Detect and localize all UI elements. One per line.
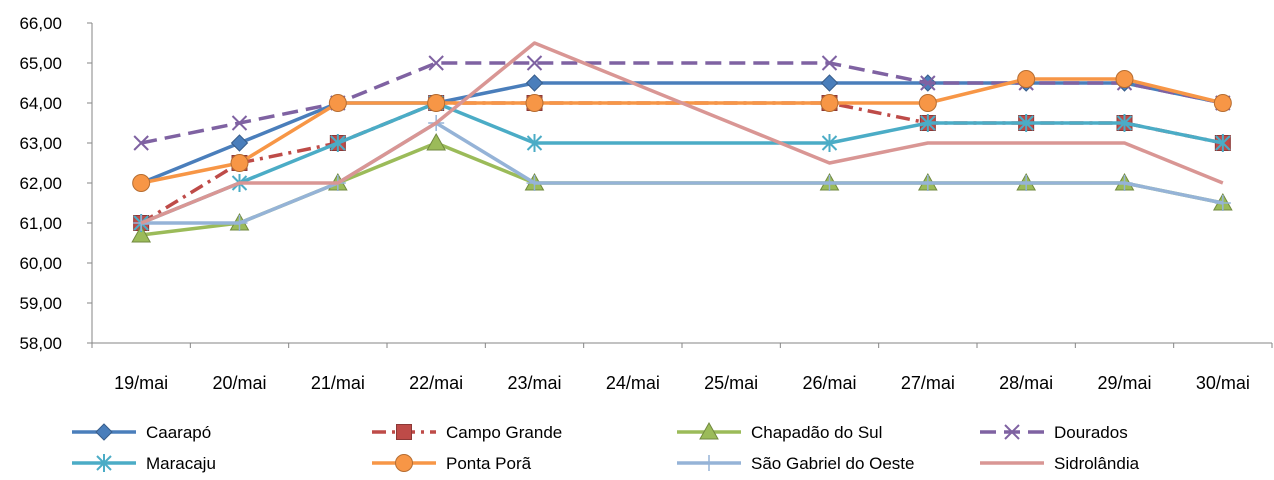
- legend-marker: [1004, 424, 1020, 440]
- data-point: [231, 115, 248, 131]
- data-point: [821, 134, 838, 152]
- x-tick-label: 23/mai: [507, 373, 561, 393]
- legend-item: Sidrolândia: [980, 454, 1140, 473]
- data-point: [526, 55, 543, 71]
- data-point: [1215, 134, 1231, 152]
- data-point: [132, 174, 151, 192]
- legend-marker: [96, 454, 112, 472]
- series-line: [140, 77, 1224, 185]
- data-point: [920, 114, 936, 132]
- x-tick-label: 19/mai: [114, 373, 168, 393]
- x-tick-label: 29/mai: [1097, 373, 1151, 393]
- data-point: [328, 94, 347, 112]
- series-line: [140, 41, 1224, 225]
- series-5: [132, 70, 1232, 192]
- x-tick-labels: 19/mai 20/mai 21/mai 22/mai 23/mai 24/mai 25/m…: [114, 373, 1250, 393]
- legend-item: Ponta Porã: [372, 454, 532, 473]
- series-line: [140, 81, 1224, 185]
- x-tick-label: 20/mai: [212, 373, 266, 393]
- legend-marker: [699, 421, 719, 440]
- y-tick-label: 58,00: [19, 334, 62, 353]
- legend-item: Caarapó: [72, 423, 211, 442]
- data-point: [133, 135, 149, 151]
- legend-label: Maracaju: [146, 454, 216, 473]
- x-tick-label: 27/mai: [901, 373, 955, 393]
- x-tick-label: 21/mai: [311, 373, 365, 393]
- legend-label: Sidrolândia: [1054, 454, 1140, 473]
- x-tick-label: 25/mai: [704, 373, 758, 393]
- x-tick-label: 28/mai: [999, 373, 1053, 393]
- data-point: [526, 175, 543, 191]
- series-line: [140, 101, 1224, 225]
- data-point: [1017, 70, 1036, 88]
- data-point: [525, 74, 544, 92]
- data-point: [1213, 94, 1232, 112]
- data-point: [230, 154, 249, 172]
- data-point: [426, 132, 447, 151]
- x-tick-label: 24/mai: [606, 373, 660, 393]
- y-tick-label: 64,00: [19, 94, 62, 113]
- legend-label: Campo Grande: [446, 423, 562, 442]
- axes: [87, 22, 1273, 348]
- legend-marker: [396, 424, 412, 440]
- data-point: [918, 94, 937, 112]
- data-point: [1116, 114, 1133, 132]
- series-0: [132, 74, 1232, 192]
- data-point: [1214, 195, 1231, 211]
- legend-label: Caarapó: [146, 423, 211, 442]
- data-point: [526, 134, 543, 152]
- series-6: [133, 115, 1231, 231]
- x-tick-label: 26/mai: [802, 373, 856, 393]
- data-point: [820, 94, 839, 112]
- data-point: [427, 94, 446, 112]
- series-line: [140, 61, 1224, 145]
- legend-label: São Gabriel do Oeste: [751, 454, 914, 473]
- data-point: [920, 75, 936, 91]
- legend-marker: [395, 454, 413, 472]
- legend-item: Campo Grande: [372, 423, 562, 442]
- data-point: [1115, 70, 1134, 88]
- series-1: [133, 95, 1231, 231]
- data-point: [821, 55, 838, 71]
- y-tick-label: 65,00: [19, 54, 62, 73]
- data-point: [919, 175, 936, 191]
- y-tick-label: 63,00: [19, 134, 62, 153]
- data-point: [820, 74, 839, 92]
- data-point: [1018, 114, 1034, 132]
- legend-label: Chapadão do Sul: [751, 423, 882, 442]
- legend: Caarapó Campo Grande Chapadão do Sul Dourad…: [72, 421, 1140, 473]
- legend-marker: [95, 423, 113, 441]
- y-tick-label: 61,00: [19, 214, 62, 233]
- x-tick-label: 22/mai: [409, 373, 463, 393]
- y-tick-label: 62,00: [19, 174, 62, 193]
- data-point: [428, 55, 444, 71]
- data-point: [131, 224, 152, 243]
- series-line: [140, 101, 1224, 225]
- x-tick-label: 30/mai: [1196, 373, 1250, 393]
- y-tick-label: 66,00: [19, 14, 62, 33]
- legend-item: São Gabriel do Oeste: [677, 454, 914, 473]
- y-tick-label: 60,00: [19, 254, 62, 273]
- data-point: [1116, 175, 1133, 191]
- data-point: [231, 215, 248, 231]
- legend-marker: [701, 455, 717, 471]
- data-point: [525, 94, 544, 112]
- series-line: [141, 121, 1224, 225]
- legend-label: Dourados: [1054, 423, 1128, 442]
- legend-item: Dourados: [980, 423, 1128, 442]
- legend-label: Ponta Porã: [446, 454, 532, 473]
- data-point: [230, 134, 249, 152]
- legend-item: Maracaju: [72, 454, 216, 473]
- data-point: [1018, 175, 1035, 191]
- data-point: [330, 134, 346, 152]
- series-4: [133, 94, 1231, 232]
- series-lines: [131, 41, 1233, 243]
- data-point: [821, 175, 838, 191]
- legend-item: Chapadão do Sul: [677, 421, 882, 442]
- y-tick-labels: 58,00 59,00 60,00 61,00 62,00 63,00 64,00 65,00…: [19, 14, 62, 353]
- y-tick-label: 59,00: [19, 294, 62, 313]
- series-7: [140, 41, 1224, 225]
